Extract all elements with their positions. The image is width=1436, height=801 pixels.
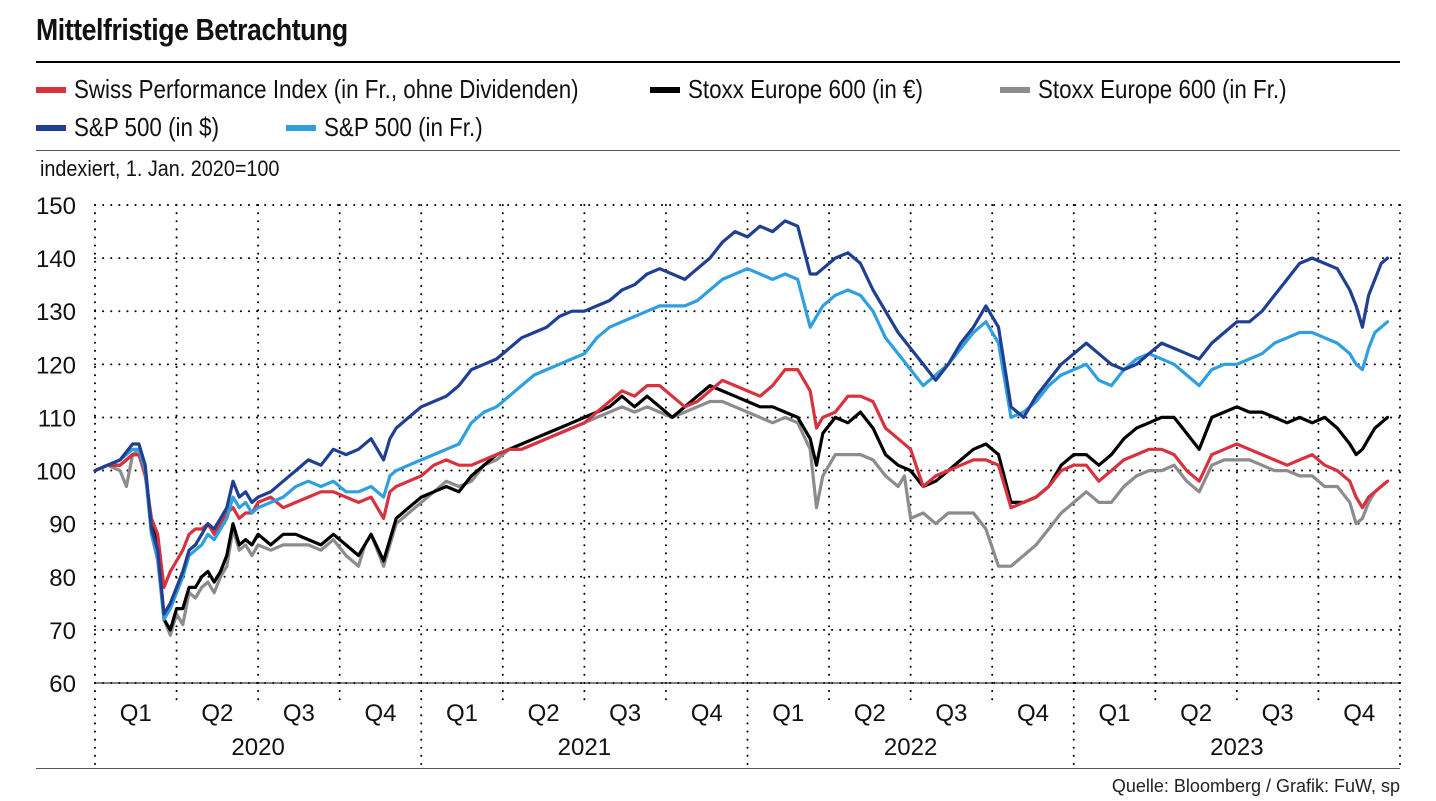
x-tick-label-quarter: Q2 [528, 700, 560, 727]
legend-label-stoxx-eur: Stoxx Europe 600 (in €) [688, 74, 923, 104]
x-tick-label-quarter: Q2 [854, 700, 886, 727]
y-tick-label: 70 [49, 618, 76, 645]
y-tick-label: 130 [36, 299, 76, 326]
x-tick-label-quarter: Q1 [772, 700, 804, 727]
legend-item-sp500-usd: S&P 500 (in $) [36, 112, 243, 143]
x-tick-label-quarter: Q3 [283, 700, 315, 727]
x-tick-label-quarter: Q1 [120, 700, 152, 727]
legend-label-sp500-usd: S&P 500 (in $) [74, 112, 220, 142]
x-tick-label-quarter: Q1 [446, 700, 478, 727]
legend-label-spi: Swiss Performance Index (in Fr., ohne Di… [74, 74, 579, 104]
legend-swatch-sp500-chf [286, 124, 316, 131]
legend-item-spi: Swiss Performance Index (in Fr., ohne Di… [36, 74, 661, 105]
legend-swatch-stoxx-eur [650, 86, 680, 93]
x-tick-label-year: 2022 [884, 734, 937, 761]
legend-item-stoxx-eur: Stoxx Europe 600 (in €) [650, 74, 961, 105]
y-tick-label: 100 [36, 459, 76, 486]
series-line-0 [93, 399, 1390, 637]
chart-subtitle: indexiert, 1. Jan. 2020=100 [40, 156, 280, 181]
y-tick-label: 110 [38, 405, 76, 432]
series-line-2 [93, 368, 1390, 589]
x-tick-label-quarter: Q4 [1017, 700, 1049, 727]
x-tick-label-quarter: Q4 [691, 700, 723, 727]
legend-swatch-sp500-usd [36, 124, 66, 131]
x-tick-label-year: 2021 [558, 734, 611, 761]
legend-swatch-spi [36, 86, 66, 93]
y-tick-label: 120 [36, 352, 76, 379]
legend-divider [36, 150, 1400, 151]
x-tick-label-quarter: Q3 [935, 700, 967, 727]
legend-label-stoxx-chf: Stoxx Europe 600 (in Fr.) [1038, 74, 1287, 104]
y-tick-label: 140 [36, 246, 76, 273]
legend-item-sp500-chf: S&P 500 (in Fr.) [286, 112, 509, 143]
title-divider [36, 61, 1400, 63]
x-tick-label-quarter: Q3 [609, 700, 641, 727]
x-tick-label-quarter: Q4 [364, 700, 396, 727]
x-tick-label-quarter: Q4 [1343, 700, 1375, 727]
x-tick-label-year: 2020 [231, 734, 284, 761]
y-tick-label: 60 [49, 671, 76, 698]
x-tick-label-year: 2023 [1210, 734, 1263, 761]
x-tick-label-quarter: Q1 [1099, 700, 1131, 727]
x-tick-label-quarter: Q3 [1262, 700, 1294, 727]
y-tick-label: 80 [49, 565, 76, 592]
y-tick-label: 150 [36, 193, 76, 220]
legend-swatch-stoxx-chf [1000, 86, 1030, 93]
series-line-3 [93, 267, 1390, 621]
series-line-1 [93, 384, 1390, 632]
y-tick-label: 90 [49, 512, 76, 539]
legend-item-stoxx-chf: Stoxx Europe 600 (in Fr.) [1000, 74, 1327, 105]
legend-label-sp500-chf: S&P 500 (in Fr.) [324, 112, 483, 142]
source-note: Quelle: Bloomberg / Grafik: FuW, sp [1111, 776, 1400, 796]
page-title: Mittelfristige Betrachtung [36, 12, 348, 47]
series-line-4 [93, 219, 1390, 616]
x-tick-label-quarter: Q2 [1180, 700, 1212, 727]
chart-legend: Swiss Performance Index (in Fr., ohne Di… [36, 70, 1406, 148]
x-tick-label-quarter: Q2 [201, 700, 233, 727]
bottom-divider [36, 768, 1400, 769]
